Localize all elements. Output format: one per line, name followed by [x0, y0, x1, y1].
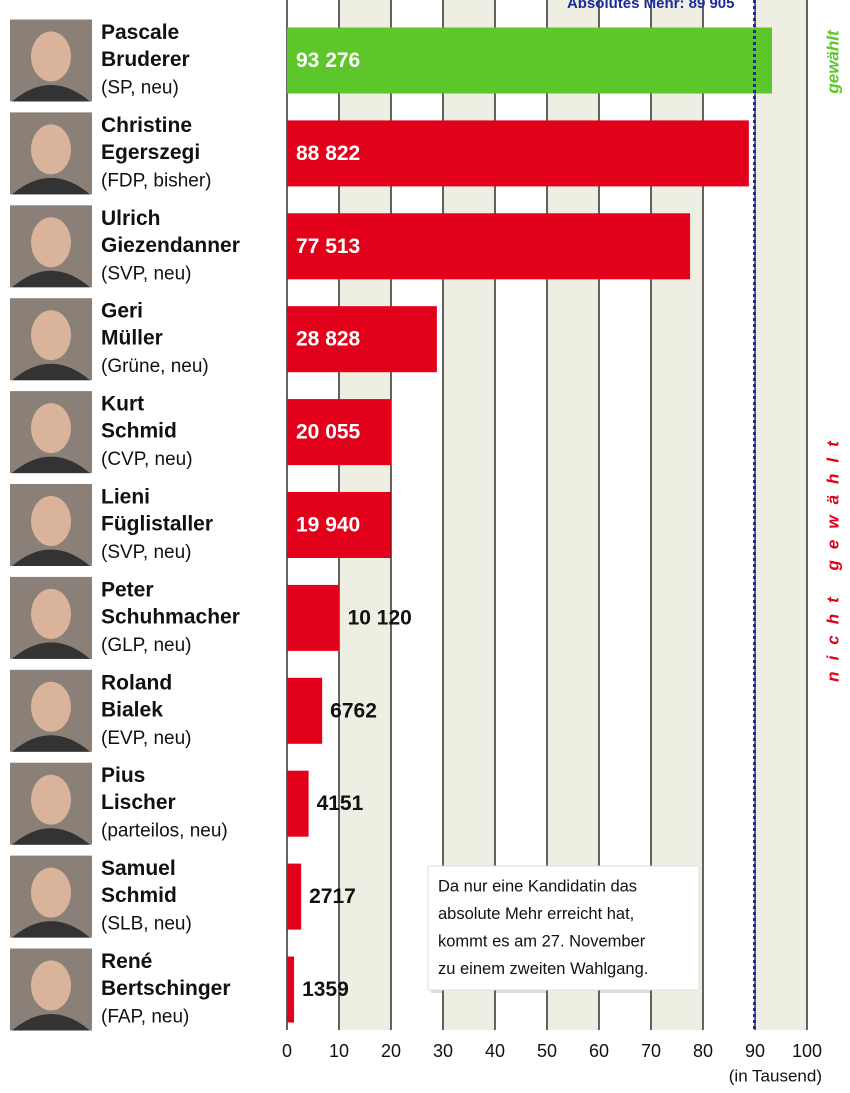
- candidate-first-name: Pascale: [101, 21, 179, 44]
- value-label: 1359: [302, 978, 349, 1001]
- value-label: 19 940: [296, 514, 360, 537]
- note-text: Da nur eine Kandidatin das: [438, 877, 637, 895]
- photo-face: [31, 775, 71, 825]
- x-tick-label: 80: [693, 1041, 713, 1061]
- grid-band: [755, 0, 807, 1030]
- photo-face: [31, 682, 71, 732]
- x-tick-label: 90: [745, 1041, 765, 1061]
- candidate-first-name: Ulrich: [101, 207, 161, 230]
- reference-label: Absolutes Mehr: 89 905: [567, 0, 735, 12]
- photo-face: [31, 310, 71, 360]
- value-label: 77 513: [296, 235, 360, 258]
- x-tick-label: 70: [641, 1041, 661, 1061]
- candidate-last-name: Egerszegi: [101, 141, 200, 164]
- candidate-last-name: Bruderer: [101, 48, 190, 71]
- x-tick-label: 50: [537, 1041, 557, 1061]
- x-tick-label: 10: [329, 1041, 349, 1061]
- status-label: gewählt: [823, 29, 842, 95]
- x-tick-label: 0: [282, 1041, 292, 1061]
- bar: [287, 771, 309, 837]
- value-label: 4151: [317, 792, 364, 815]
- candidate-first-name: Kurt: [101, 393, 144, 416]
- bar: [287, 864, 301, 930]
- photo-face: [31, 868, 71, 918]
- candidate-last-name: Bertschinger: [101, 977, 231, 1000]
- candidate-last-name: Schmid: [101, 884, 177, 907]
- candidate-first-name: Peter: [101, 578, 154, 601]
- photo-face: [31, 589, 71, 639]
- bar: [287, 585, 340, 651]
- x-axis-label: (in Tausend): [729, 1066, 822, 1085]
- candidate-last-name: Schuhmacher: [101, 605, 240, 628]
- photo-face: [31, 403, 71, 453]
- candidate-first-name: Lieni: [101, 486, 150, 509]
- x-tick-label: 30: [433, 1041, 453, 1061]
- candidate-party: (parteilos, neu): [101, 821, 228, 842]
- candidate-party: (FDP, bisher): [101, 170, 212, 191]
- candidate-last-name: Müller: [101, 327, 163, 350]
- photo-face: [31, 961, 71, 1011]
- value-label: 10 120: [348, 606, 412, 629]
- candidate-party: (Grüne, neu): [101, 356, 209, 377]
- x-tick-label: 40: [485, 1041, 505, 1061]
- candidate-first-name: Geri: [101, 300, 143, 323]
- x-tick-label: 60: [589, 1041, 609, 1061]
- candidate-last-name: Giezendanner: [101, 234, 240, 257]
- candidate-first-name: Pius: [101, 764, 145, 787]
- x-tick-label: 20: [381, 1041, 401, 1061]
- value-label: 28 828: [296, 328, 361, 351]
- photo-face: [31, 32, 71, 82]
- value-label: 2717: [309, 885, 356, 908]
- chart: 0 10 20 30 40 50 60 70 80 90 100 (in Tausend) Pascal…: [0, 0, 850, 1093]
- candidate-party: (SVP, neu): [101, 263, 191, 284]
- candidate-last-name: Füglistaller: [101, 513, 213, 536]
- photo-face: [31, 496, 71, 546]
- candidate-party: (EVP, neu): [101, 728, 191, 749]
- x-tick-label: 100: [792, 1041, 822, 1061]
- bar: [287, 957, 294, 1023]
- candidate-party: (SVP, neu): [101, 542, 191, 563]
- candidate-last-name: Schmid: [101, 420, 177, 443]
- candidate-last-name: Lischer: [101, 791, 176, 814]
- status-label: nicht gewählt: [823, 430, 842, 682]
- photo-face: [31, 217, 71, 267]
- page: 0 10 20 30 40 50 60 70 80 90 100 (in Tausend) Pascal…: [0, 0, 850, 1093]
- candidate-first-name: René: [101, 950, 152, 973]
- candidate-party: (SP, neu): [101, 78, 179, 99]
- value-label: 20 055: [296, 421, 361, 444]
- candidate-last-name: Bialek: [101, 698, 163, 721]
- note-text: kommt es am 27. November: [438, 932, 646, 950]
- note-text: zu einem zweiten Wahlgang.: [438, 960, 648, 978]
- candidate-first-name: Samuel: [101, 857, 176, 880]
- bar: [287, 678, 322, 744]
- value-label: 6762: [330, 699, 377, 722]
- candidate-party: (SLB, neu): [101, 914, 192, 935]
- photo-face: [31, 124, 71, 174]
- note-text: absolute Mehr erreicht hat,: [438, 905, 634, 923]
- candidate-party: (GLP, neu): [101, 635, 191, 656]
- value-label: 93 276: [296, 49, 360, 72]
- candidate-party: (FAP, neu): [101, 1007, 189, 1028]
- candidate-first-name: Christine: [101, 114, 192, 137]
- candidate-first-name: Roland: [101, 671, 172, 694]
- value-label: 88 822: [296, 142, 360, 165]
- candidate-party: (CVP, neu): [101, 449, 193, 470]
